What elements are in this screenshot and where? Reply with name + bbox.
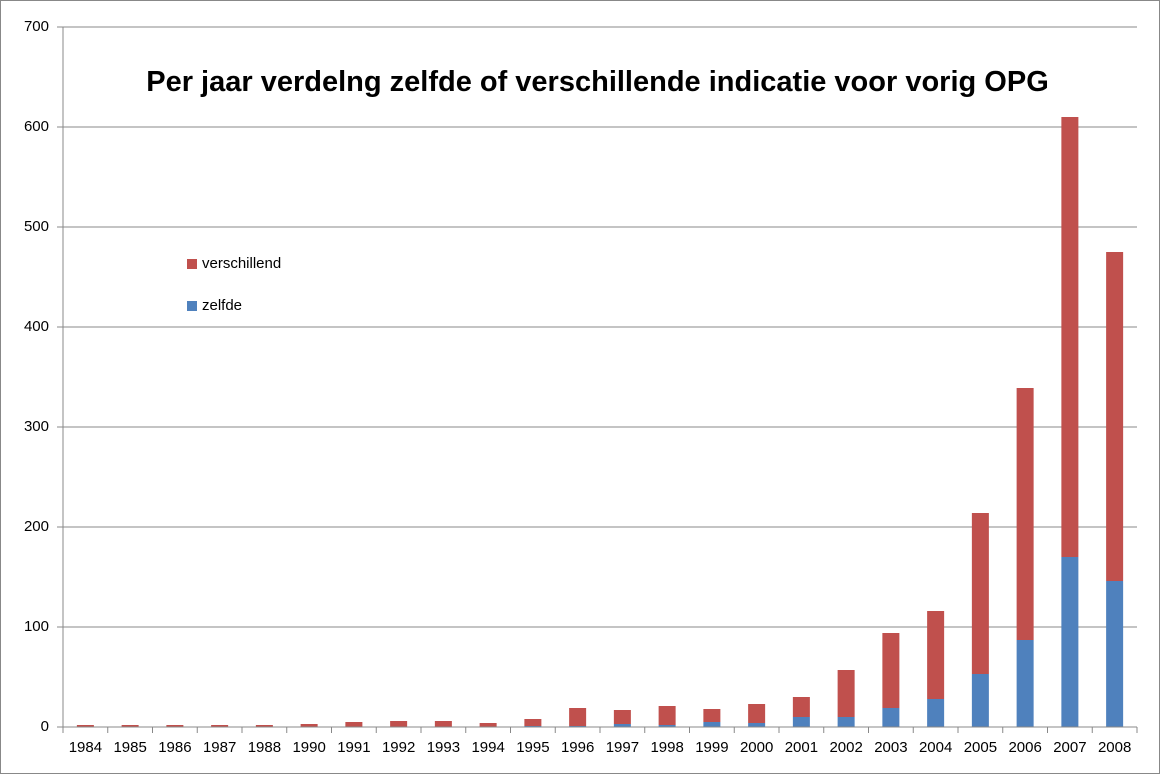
x-tick-label: 2008	[1098, 739, 1131, 756]
x-tick-label: 1993	[427, 739, 460, 756]
bar-segment	[479, 723, 497, 727]
bar-segment	[1016, 640, 1034, 727]
x-tick-label: 1991	[337, 739, 370, 756]
bar-segment	[166, 725, 184, 727]
bar-segment	[1106, 252, 1124, 581]
bar-segment	[211, 725, 229, 727]
y-tick-label: 0	[41, 718, 49, 735]
bar-segment	[345, 722, 363, 727]
bar-segment	[434, 721, 452, 727]
bar-segment	[1106, 581, 1124, 727]
bar-segment	[837, 670, 855, 717]
x-tick-label: 2006	[1008, 739, 1041, 756]
bar-segment	[971, 513, 989, 674]
bar-segment	[524, 719, 542, 726]
bar-segment	[703, 709, 721, 722]
bar-segment	[837, 717, 855, 727]
bar-segment	[1016, 388, 1034, 640]
x-tick-label: 2004	[919, 739, 952, 756]
bar-segment	[76, 725, 94, 727]
bar-segment	[658, 706, 676, 725]
x-tick-label: 1985	[113, 739, 146, 756]
x-tick-label: 1984	[69, 739, 102, 756]
bar-segment	[792, 697, 810, 717]
y-tick-label: 700	[24, 18, 49, 35]
x-tick-label: 2003	[874, 739, 907, 756]
y-tick-label: 300	[24, 418, 49, 435]
x-tick-label: 2002	[829, 739, 862, 756]
bar-segment	[927, 699, 945, 727]
bar-segment	[748, 723, 766, 727]
bar-segment	[927, 611, 945, 699]
x-tick-label: 2000	[740, 739, 773, 756]
bar-segment	[748, 704, 766, 723]
y-tick-label: 100	[24, 618, 49, 635]
y-tick-label: 500	[24, 218, 49, 235]
x-tick-label: 1998	[650, 739, 683, 756]
bar-segment	[1061, 117, 1079, 557]
bar-segment	[703, 722, 721, 727]
legend-swatch	[187, 301, 197, 311]
x-tick-label: 1990	[292, 739, 325, 756]
x-tick-label: 1997	[606, 739, 639, 756]
bar-segment	[882, 708, 900, 727]
legend-swatch	[187, 259, 197, 269]
bar-segment	[792, 717, 810, 727]
bar-segment	[300, 724, 318, 727]
y-tick-label: 600	[24, 118, 49, 135]
legend-label: verschillend	[202, 255, 281, 272]
x-tick-label: 2005	[964, 739, 997, 756]
x-tick-label: 1995	[516, 739, 549, 756]
x-tick-label: 2007	[1053, 739, 1086, 756]
bar-segment	[255, 725, 273, 727]
x-tick-label: 2001	[785, 739, 818, 756]
legend-label: zelfde	[202, 297, 242, 314]
x-tick-label: 1988	[248, 739, 281, 756]
bar-segment	[658, 725, 676, 727]
bar-segment	[121, 725, 139, 727]
bar-segment	[390, 721, 408, 727]
chart-title: Per jaar verdelng zelfde of verschillend…	[145, 60, 1050, 105]
bar-segment	[613, 710, 631, 724]
bar-segment	[1061, 557, 1079, 727]
bar-segment	[971, 674, 989, 727]
x-tick-label: 1994	[471, 739, 504, 756]
x-tick-label: 1996	[561, 739, 594, 756]
bar-segment	[882, 633, 900, 708]
y-tick-label: 200	[24, 518, 49, 535]
x-tick-label: 1992	[382, 739, 415, 756]
bar-segment	[613, 724, 631, 727]
bar-segment	[569, 708, 587, 726]
x-tick-label: 1987	[203, 739, 236, 756]
y-tick-label: 400	[24, 318, 49, 335]
x-tick-label: 1999	[695, 739, 728, 756]
x-tick-label: 1986	[158, 739, 191, 756]
